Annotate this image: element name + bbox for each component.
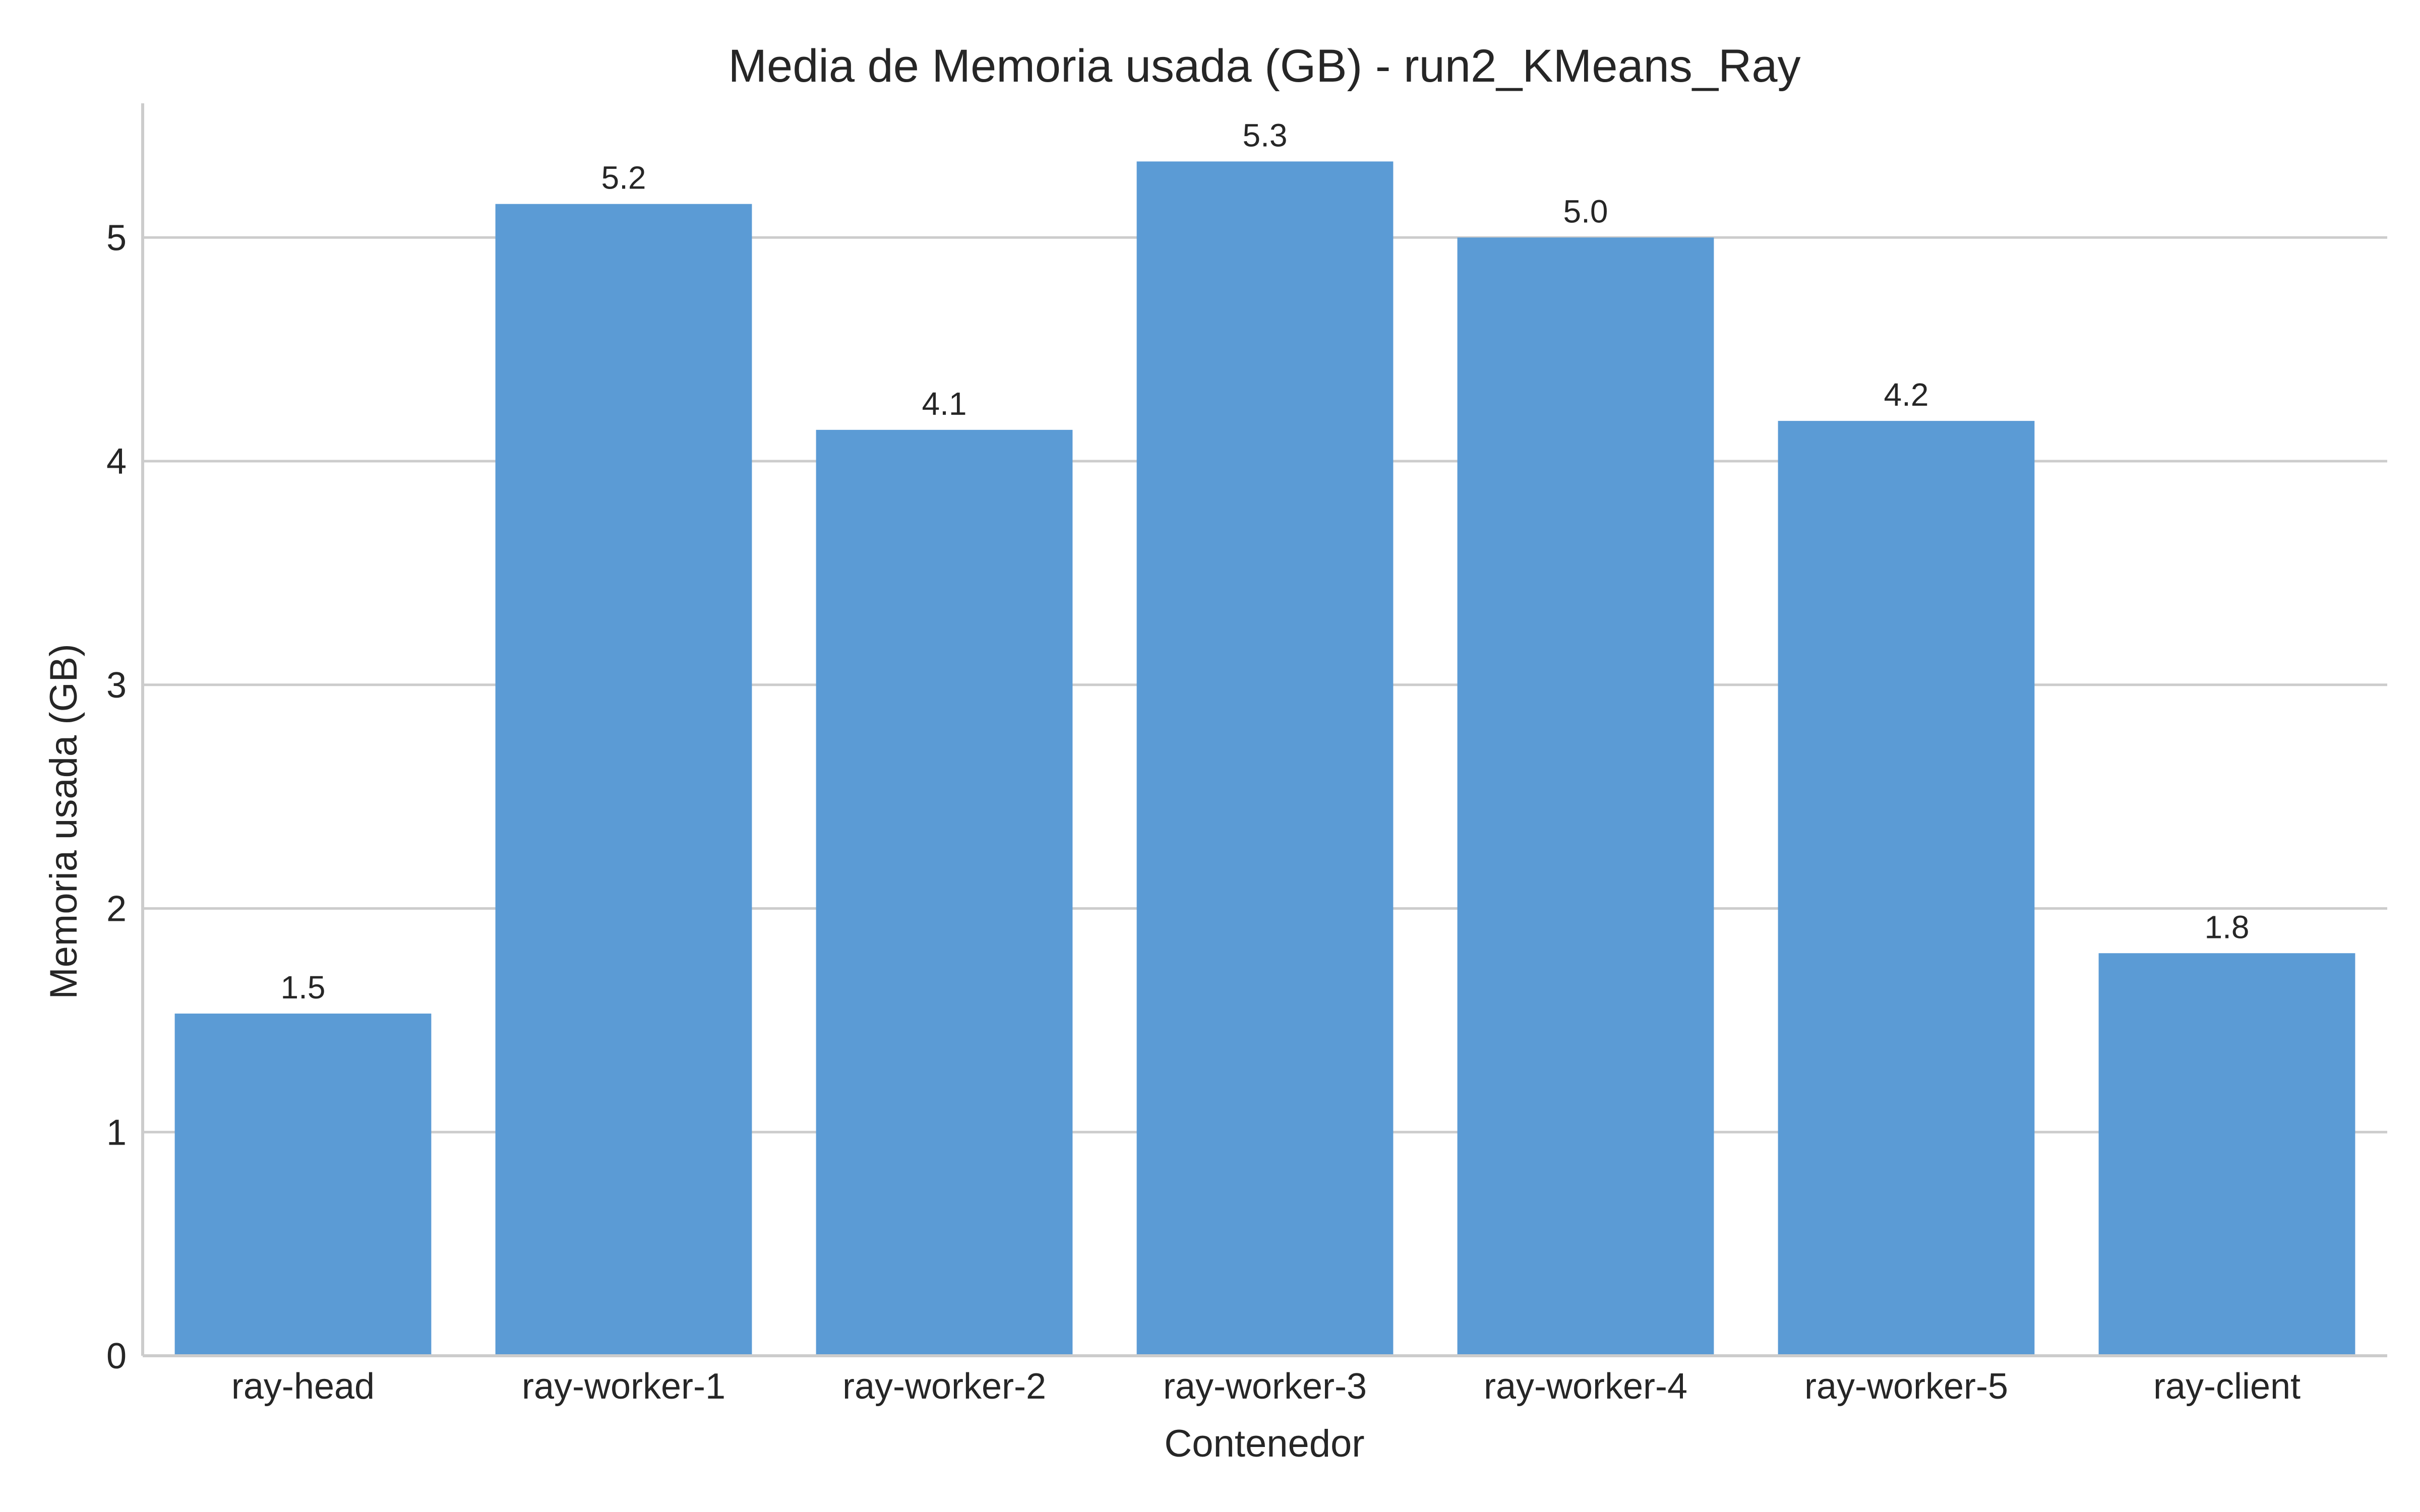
bar: [1457, 237, 1714, 1356]
y-tick-label: 2: [106, 889, 127, 929]
y-tick-labels: 0 1 2 3 4 5: [106, 218, 127, 1376]
x-axis-title: Contenedor: [1164, 1422, 1364, 1465]
bar: [816, 429, 1073, 1356]
bars: [174, 161, 2355, 1356]
data-labels: 1.5 5.2 4.1 5.3 5.0 4.2 1.8: [281, 117, 2250, 1005]
chart-title: Media de Memoria usada (GB) - run2_KMean…: [728, 40, 1800, 92]
x-tick-label: ray-worker-3: [1163, 1366, 1367, 1407]
x-tick-label: ray-worker-2: [842, 1366, 1046, 1407]
data-label: 4.2: [1884, 376, 1929, 413]
x-tick-label: ray-worker-4: [1484, 1366, 1687, 1407]
data-label: 1.8: [2205, 909, 2250, 945]
data-label: 4.1: [922, 386, 967, 422]
data-label: 1.5: [281, 969, 326, 1005]
y-axis-title: Memoria usada (GB): [42, 644, 85, 999]
x-tick-label: ray-client: [2153, 1366, 2301, 1407]
x-tick-label: ray-worker-1: [522, 1366, 725, 1407]
data-label: 5.3: [1243, 117, 1288, 153]
bar: [1778, 421, 2035, 1356]
bar: [2098, 953, 2355, 1356]
y-tick-label: 1: [106, 1112, 127, 1153]
bar: [495, 204, 752, 1356]
data-label: 5.0: [1563, 193, 1608, 229]
y-tick-label: 4: [106, 442, 127, 482]
data-label: 5.2: [601, 160, 646, 196]
x-tick-label: ray-head: [231, 1366, 375, 1407]
y-tick-label: 3: [106, 665, 127, 706]
y-tick-label: 0: [106, 1336, 127, 1376]
x-tick-labels: ray-head ray-worker-1 ray-worker-2 ray-work…: [231, 1366, 2301, 1407]
bar: [174, 1014, 432, 1356]
x-tick-label: ray-worker-5: [1804, 1366, 2008, 1407]
y-tick-label: 5: [106, 218, 127, 258]
bar: [1136, 161, 1394, 1356]
